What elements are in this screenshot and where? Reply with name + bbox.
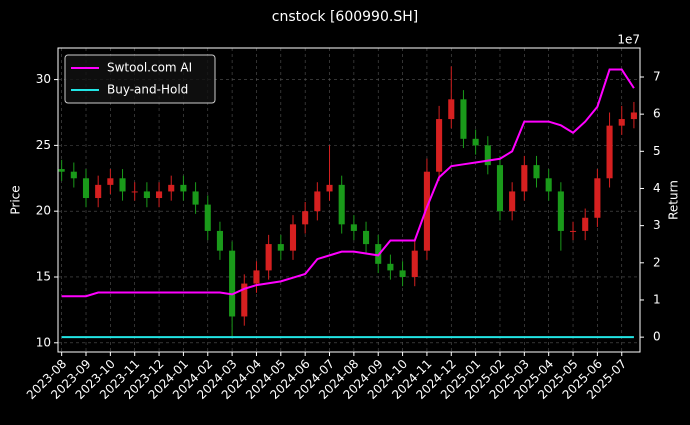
y2-tick-label: 7 bbox=[653, 69, 661, 83]
candle-body bbox=[350, 224, 357, 231]
y-tick-label: 15 bbox=[36, 269, 51, 283]
candle-body bbox=[302, 211, 309, 225]
return-line bbox=[61, 68, 635, 298]
candle-body bbox=[277, 244, 284, 251]
y2-tick-label: 6 bbox=[653, 107, 661, 121]
candle-body bbox=[423, 171, 430, 251]
y2-tick-label: 1 bbox=[653, 292, 661, 306]
y2-tick-label: 5 bbox=[653, 144, 661, 158]
legend-label: Buy-and-Hold bbox=[107, 83, 188, 97]
candle-body bbox=[107, 178, 114, 185]
y-tick-label: 30 bbox=[36, 72, 51, 86]
candle-body bbox=[545, 178, 552, 192]
candle-body bbox=[496, 165, 504, 212]
candle-body bbox=[594, 178, 601, 218]
chart-title: cnstock [600990.SH] bbox=[272, 9, 418, 25]
candle-body bbox=[216, 230, 223, 251]
candle-body bbox=[156, 191, 163, 199]
candle-body bbox=[314, 191, 321, 212]
candle-body bbox=[460, 99, 467, 139]
candle-body bbox=[411, 250, 418, 277]
candle-body bbox=[326, 184, 333, 192]
y2-tick-label: 2 bbox=[653, 255, 661, 269]
candle-body bbox=[204, 204, 211, 231]
candle-body bbox=[399, 270, 406, 277]
candle-body bbox=[618, 119, 625, 126]
candle-body bbox=[630, 112, 637, 120]
candle-body bbox=[387, 263, 394, 271]
candle-body bbox=[58, 169, 65, 172]
candle-body bbox=[289, 224, 297, 251]
candle-body bbox=[472, 138, 479, 146]
candle-body bbox=[168, 184, 175, 192]
candle-body bbox=[533, 165, 540, 179]
candle-body bbox=[484, 145, 491, 166]
y2-tick-label: 3 bbox=[653, 218, 661, 232]
y2-axis-label: Return bbox=[667, 180, 681, 220]
candle-body bbox=[131, 191, 138, 193]
candle-body bbox=[82, 178, 90, 199]
y-tick-label: 10 bbox=[36, 335, 51, 349]
candle-body bbox=[119, 178, 126, 192]
candle-body bbox=[192, 191, 199, 205]
candle-body bbox=[95, 184, 102, 199]
candle-body bbox=[143, 191, 150, 199]
candle-body bbox=[509, 191, 516, 212]
y-tick-label: 25 bbox=[36, 138, 51, 152]
plot-frame bbox=[57, 47, 641, 353]
candle-body bbox=[363, 230, 370, 245]
candle-body bbox=[448, 99, 455, 120]
candle-body bbox=[241, 283, 248, 317]
candle-body bbox=[582, 217, 589, 231]
candle-body bbox=[180, 184, 187, 192]
candle-body bbox=[521, 165, 528, 192]
legend-box bbox=[64, 54, 216, 104]
candle-body bbox=[338, 184, 345, 225]
candle-body bbox=[557, 191, 564, 231]
legend-label: Swtool.com AI bbox=[107, 61, 192, 75]
y2-tick-label: 4 bbox=[653, 181, 661, 195]
candle-body bbox=[229, 250, 236, 317]
y-axis-label: Price bbox=[9, 185, 23, 214]
candle-body bbox=[569, 230, 577, 232]
candle-body bbox=[436, 119, 443, 172]
candle-body bbox=[253, 270, 260, 284]
y2-offset: 1e7 bbox=[617, 33, 640, 47]
candle-body bbox=[70, 171, 77, 179]
candle-body bbox=[265, 244, 272, 271]
y2-tick-label: 0 bbox=[653, 330, 661, 344]
y-tick-label: 20 bbox=[36, 204, 51, 218]
candle-body bbox=[606, 125, 613, 179]
